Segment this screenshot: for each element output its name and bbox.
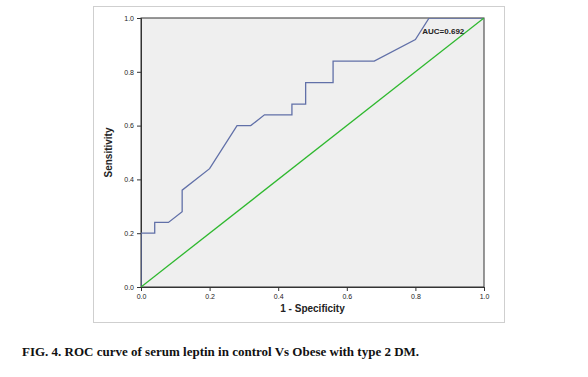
tick: 1.0 <box>480 287 490 300</box>
tick: 0.4 <box>124 176 141 183</box>
annotation: AUC=0.692 <box>422 27 465 36</box>
tick-mark <box>137 179 141 180</box>
tick: 0.8 <box>411 287 421 300</box>
tick-label: 0.2 <box>124 230 134 237</box>
tick-mark <box>137 233 141 234</box>
title: FIG. 4. ROC curve of serum leptin in con… <box>22 344 419 359</box>
series-line <box>141 18 484 287</box>
tick: 0.0 <box>124 284 141 291</box>
tick-label: 0.4 <box>274 293 284 300</box>
tick-mark <box>137 72 141 73</box>
tick: 1.0 <box>124 15 141 22</box>
chart-frame <box>94 7 505 323</box>
y-axis: 0.0 0.2 0.4 0.6 0.8 1.0 <box>124 15 141 291</box>
tick: 0.4 <box>274 287 284 300</box>
tick: 0.2 <box>205 287 215 300</box>
tick-mark <box>278 287 279 291</box>
tick-label: 0.4 <box>124 176 134 183</box>
y-axis-title: Sensitivity <box>103 127 114 177</box>
tick: 0.6 <box>124 122 141 129</box>
tick-mark <box>347 287 348 291</box>
tick-label: 0.8 <box>124 69 134 76</box>
tick-mark <box>137 126 141 127</box>
tick-label: 1.0 <box>480 293 490 300</box>
tick-label: 0.0 <box>137 293 147 300</box>
tick-label: 1.0 <box>124 15 134 22</box>
tick-label: 0.0 <box>124 284 134 291</box>
tick: 0.0 <box>137 287 147 300</box>
tick: 0.8 <box>124 69 141 76</box>
chart: 0.0 0.2 0.4 0.6 0.8 1.0 0.0 0.2 0.4 0.6 0.8 1.0 AUC=… <box>0 0 588 377</box>
tick-mark <box>415 287 416 291</box>
tick-mark <box>484 287 485 291</box>
plot-area <box>141 18 484 287</box>
tick-label: 0.6 <box>124 122 134 129</box>
x-axis-title: 1 - Specificity <box>280 303 345 314</box>
tick: 0.6 <box>342 287 352 300</box>
tick-label: 0.6 <box>342 293 352 300</box>
tick: 0.2 <box>124 230 141 237</box>
tick-mark <box>210 287 211 291</box>
axis-line <box>142 288 485 292</box>
tick-label: 0.8 <box>411 293 421 300</box>
axis-line <box>137 19 142 288</box>
tick-label: 0.2 <box>205 293 215 300</box>
tick-mark <box>137 18 141 19</box>
tick-mark <box>137 287 141 288</box>
x-axis: 0.0 0.2 0.4 0.6 0.8 1.0 <box>137 287 490 300</box>
series-group <box>141 18 484 287</box>
series-line <box>141 18 484 287</box>
